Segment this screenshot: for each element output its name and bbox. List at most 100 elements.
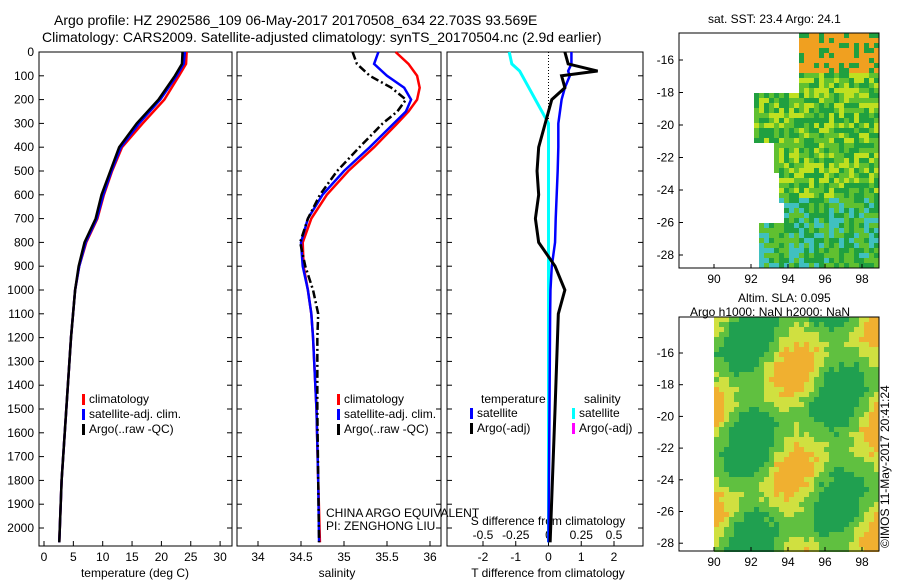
map-cell: [834, 218, 839, 223]
map-cell: [834, 422, 839, 427]
map-cell: [874, 432, 879, 437]
map-cell: [714, 427, 719, 432]
map-cell: [814, 442, 819, 447]
y-tick-label: -22: [657, 151, 675, 165]
map-cell: [774, 103, 779, 108]
map-cell: [824, 88, 829, 93]
map-cell: [744, 432, 749, 437]
map-cell: [774, 522, 779, 527]
map-cell: [759, 123, 764, 128]
map-cell: [814, 382, 819, 387]
map-cell: [814, 33, 819, 38]
map-cell: [854, 462, 859, 467]
map-cell: [849, 477, 854, 482]
map-cell: [844, 188, 849, 193]
map-cell: [854, 193, 859, 198]
map-cell: [799, 118, 804, 123]
map-cell: [749, 542, 754, 547]
map-cell: [854, 332, 859, 337]
map-cell: [864, 392, 869, 397]
map-cell: [794, 263, 799, 268]
map-cell: [774, 228, 779, 233]
map-cell: [859, 332, 864, 337]
map-cell: [769, 442, 774, 447]
map-cell: [809, 517, 814, 522]
map-cell: [744, 542, 749, 547]
map-cell: [734, 512, 739, 517]
map-cell: [849, 158, 854, 163]
map-cell: [859, 33, 864, 38]
map-cell: [739, 337, 744, 342]
map-cell: [784, 482, 789, 487]
map-cell: [854, 352, 859, 357]
map-cell: [799, 188, 804, 193]
map-cell: [744, 502, 749, 507]
map-cell: [844, 228, 849, 233]
map-cell: [739, 462, 744, 467]
map-cell: [874, 128, 879, 133]
map-cell: [819, 228, 824, 233]
map-cell: [854, 58, 859, 63]
map-cell: [834, 128, 839, 133]
map-cell: [844, 163, 849, 168]
map-cell: [739, 382, 744, 387]
map-cell: [729, 397, 734, 402]
map-cell: [819, 223, 824, 228]
map-cell: [869, 372, 874, 377]
map-cell: [769, 532, 774, 537]
map-cell: [839, 362, 844, 367]
map-cell: [814, 517, 819, 522]
map-cell: [869, 198, 874, 203]
map-cell: [854, 502, 859, 507]
map-cell: [859, 512, 864, 517]
map-cell: [804, 223, 809, 228]
map-cell: [799, 317, 804, 322]
map-cell: [859, 427, 864, 432]
map-cell: [744, 382, 749, 387]
y-tick-label: 1200: [7, 331, 34, 345]
map-cell: [814, 98, 819, 103]
map-cell: [724, 367, 729, 372]
map-cell: [734, 352, 739, 357]
map-cell: [874, 427, 879, 432]
map-cell: [794, 153, 799, 158]
map-cell: [869, 173, 874, 178]
map-cell: [804, 148, 809, 153]
map-cell: [849, 88, 854, 93]
map-cell: [874, 422, 879, 427]
map-cell: [724, 527, 729, 532]
map-cell: [784, 158, 789, 163]
map-cell: [864, 537, 869, 542]
map-cell: [854, 447, 859, 452]
map-cell: [829, 88, 834, 93]
map-cell: [844, 53, 849, 58]
map-cell: [864, 138, 869, 143]
map-cell: [764, 527, 769, 532]
map-cell: [789, 467, 794, 472]
map-cell: [874, 382, 879, 387]
map-cell: [864, 103, 869, 108]
map-cell: [829, 482, 834, 487]
map-cell: [869, 203, 874, 208]
map-cell: [774, 98, 779, 103]
map-cell: [809, 447, 814, 452]
map-cell: [804, 352, 809, 357]
map-cell: [859, 118, 864, 123]
map-cell: [844, 547, 849, 552]
map-cell: [804, 218, 809, 223]
map-cell: [764, 402, 769, 407]
map-cell: [809, 33, 814, 38]
map-cell: [854, 522, 859, 527]
map-cell: [744, 527, 749, 532]
map-cell: [814, 407, 819, 412]
map-cell: [764, 477, 769, 482]
map-cell: [864, 332, 869, 337]
map-cell: [839, 223, 844, 228]
map-cell: [729, 337, 734, 342]
y-tick-label: -24: [657, 183, 675, 197]
map-cell: [814, 193, 819, 198]
map-cell: [734, 397, 739, 402]
map-cell: [854, 258, 859, 263]
map-cell: [814, 58, 819, 63]
map-cell: [849, 352, 854, 357]
